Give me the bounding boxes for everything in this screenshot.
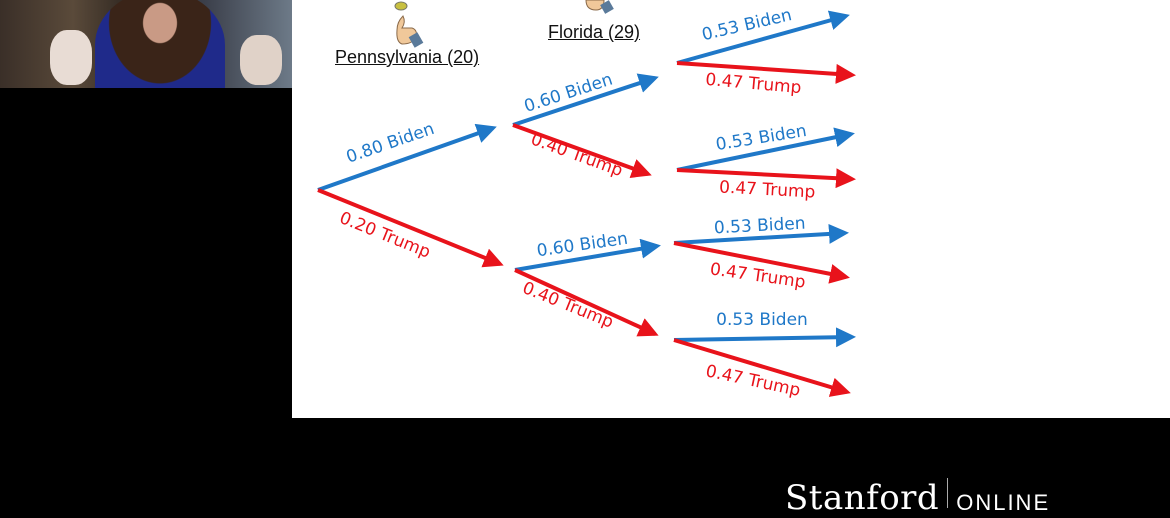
trump-branch-arrow (317, 188, 504, 268)
biden-branch-arrow (512, 73, 659, 127)
biden-branch-arrow (673, 223, 849, 245)
coin-flip-icon (585, 0, 614, 14)
biden-branch-arrow (673, 327, 856, 348)
logo-sub: ONLINE (956, 490, 1051, 515)
trump-probability-label: 0.47 Trump (704, 361, 802, 401)
biden-probability-label: 0.60 Biden (522, 70, 615, 117)
biden-probability-label: 0.53 Biden (714, 121, 808, 155)
presenter-webcam (0, 0, 292, 88)
coin-flip-icon (394, 1, 424, 48)
trump-branch-arrow (514, 268, 659, 337)
biden-branch-arrow (514, 238, 661, 272)
biden-probability-label: 0.60 Biden (536, 229, 630, 262)
trump-probability-label: 0.40 Trump (519, 278, 616, 333)
trump-probability-label: 0.47 Trump (719, 178, 816, 203)
trump-branch-arrow (673, 338, 851, 397)
biden-branch-arrow (676, 10, 850, 65)
biden-branch-arrow (676, 127, 855, 172)
trump-branch-arrow (676, 61, 856, 84)
trump-branch-arrow (512, 123, 652, 178)
presentation-slide: Pennsylvania (20) Florida (29) 0.80 Bide… (292, 0, 1170, 418)
presenter-hand (240, 35, 282, 85)
stanford-online-logo: Stanford ONLINE (785, 478, 1050, 518)
trump-branch-arrow (676, 168, 856, 189)
trump-probability-label: 0.40 Trump (528, 129, 625, 181)
logo-divider (947, 478, 949, 508)
state-label-pennsylvania: Pennsylvania (20) (335, 47, 480, 67)
logo-main: Stanford (785, 478, 940, 518)
biden-probability-label: 0.53 Biden (716, 310, 808, 330)
biden-probability-label: 0.80 Biden (344, 119, 437, 168)
trump-branch-arrow (673, 241, 850, 284)
presenter-hand (50, 30, 92, 85)
biden-branch-arrow (317, 123, 497, 192)
trump-probability-label: 0.47 Trump (705, 70, 803, 98)
state-label-florida: Florida (29) (548, 22, 641, 42)
biden-probability-label: 0.53 Biden (713, 214, 806, 239)
presenter (95, 0, 225, 88)
biden-probability-label: 0.53 Biden (700, 5, 794, 45)
